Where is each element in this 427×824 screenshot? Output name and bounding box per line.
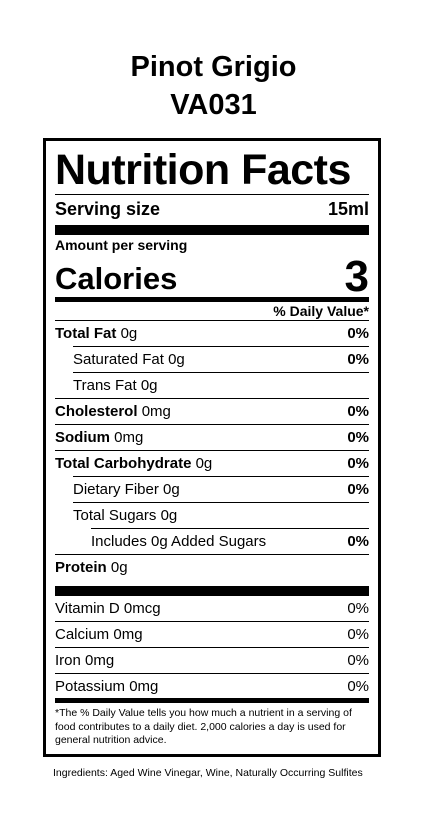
nutrition-facts-panel: Nutrition Facts Serving size 15ml Amount… <box>43 138 381 757</box>
nutrient-name: Total Fat <box>55 325 117 342</box>
nutrient-amount: 0g <box>140 377 158 394</box>
vitamin-row: Iron 0mg 0% <box>55 648 369 673</box>
nutrient-label: Protein 0g <box>55 555 128 580</box>
vitamin-row: Calcium 0mg 0% <box>55 622 369 647</box>
nutrient-row: Protein 0g <box>55 555 369 580</box>
nutrient-amount: 0g <box>168 351 185 368</box>
divider <box>55 424 369 425</box>
nutrient-amount: 0mg <box>141 403 171 420</box>
nutrient-name: Sodium <box>55 429 110 446</box>
nutrient-row: Total Fat 0g 0% <box>55 321 369 346</box>
nutrient-name: Cholesterol <box>55 403 138 420</box>
nutrient-label: Cholesterol 0mg <box>55 399 171 424</box>
nutrient-label: Includes 0g Added Sugars <box>91 529 266 554</box>
amount-per-serving: Amount per serving <box>55 237 188 253</box>
divider <box>55 450 369 451</box>
nutrient-amount: 0mg <box>114 429 144 446</box>
nutrient-name: Dietary Fiber <box>73 481 159 498</box>
vitamin-label: Potassium 0mg <box>55 674 158 699</box>
nutrient-label: Dietary Fiber 0g <box>73 477 180 502</box>
nutrient-row: Saturated Fat 0g 0% <box>55 347 369 372</box>
daily-value-footnote: *The % Daily Value tells you how much a … <box>55 707 352 746</box>
ingredients-statement: Ingredients: Aged Wine Vinegar, Wine, Na… <box>53 767 363 779</box>
nutrient-daily-value: 0% <box>347 533 369 550</box>
vitamin-daily-value: 0% <box>347 626 369 643</box>
nutrient-name: Total Carbohydrate <box>55 455 192 472</box>
medium-divider <box>55 698 369 703</box>
vitamin-label: Calcium 0mg <box>55 622 143 647</box>
daily-value-header: % Daily Value* <box>273 303 369 319</box>
divider <box>55 194 369 195</box>
product-code: VA031 <box>170 89 257 121</box>
nutrient-label: Trans Fat 0g <box>73 373 158 398</box>
nutrient-name: Total Sugars <box>73 507 157 524</box>
vitamin-daily-value: 0% <box>347 678 369 695</box>
nutrient-daily-value: 0% <box>347 455 369 472</box>
divider <box>55 398 369 399</box>
nutrient-label: Saturated Fat 0g <box>73 347 185 372</box>
vitamin-name: Calcium <box>55 626 110 643</box>
divider <box>73 476 369 477</box>
divider <box>73 346 369 347</box>
calories-row: Calories 3 <box>55 253 369 301</box>
vitamin-amount: 0mg <box>85 652 115 669</box>
product-name: Pinot Grigio <box>130 51 297 83</box>
nutrient-row: Total Carbohydrate 0g 0% <box>55 451 369 476</box>
medium-divider <box>55 297 369 302</box>
vitamin-row: Vitamin D 0mcg 0% <box>55 596 369 621</box>
divider <box>55 647 369 648</box>
nutrient-daily-value: 0% <box>347 403 369 420</box>
divider <box>91 528 369 529</box>
nutrient-daily-value: 0% <box>347 351 369 368</box>
nutrient-daily-value: 0% <box>347 429 369 446</box>
vitamin-daily-value: 0% <box>347 600 369 617</box>
nutrient-label: Total Fat 0g <box>55 321 137 346</box>
nutrient-amount: 0g <box>110 559 128 576</box>
nutrient-amount: 0g <box>160 507 178 524</box>
nutrient-amount: 0g <box>195 455 213 472</box>
vitamin-label: Iron 0mg <box>55 648 114 673</box>
vitamin-daily-value: 0% <box>347 652 369 669</box>
divider <box>73 372 369 373</box>
nutrient-row: Sodium 0mg 0% <box>55 425 369 450</box>
thick-divider <box>55 225 369 235</box>
nutrient-label: Sodium 0mg <box>55 425 143 450</box>
calories-label: Calories <box>55 261 178 296</box>
nutrient-row: Dietary Fiber 0g 0% <box>55 477 369 502</box>
vitamin-amount: 0mg <box>129 678 159 695</box>
vitamin-amount: 0mg <box>113 626 143 643</box>
nutrient-name: Trans Fat <box>73 377 137 394</box>
nutrient-amount: 0g <box>120 325 138 342</box>
vitamin-name: Iron <box>55 652 81 669</box>
nutrition-facts-heading: Nutrition Facts <box>55 146 351 194</box>
nutrient-row: Cholesterol 0mg 0% <box>55 399 369 424</box>
nutrient-name: Protein <box>55 559 107 576</box>
nutrient-label: Total Carbohydrate 0g <box>55 451 212 476</box>
nutrient-name: Saturated Fat <box>73 351 164 368</box>
vitamin-name: Vitamin D <box>55 600 120 617</box>
calories-value: 3 <box>344 252 369 301</box>
nutrient-daily-value: 0% <box>347 481 369 498</box>
vitamin-row: Potassium 0mg 0% <box>55 674 369 699</box>
divider <box>55 621 369 622</box>
vitamin-name: Potassium <box>55 678 126 695</box>
divider <box>73 502 369 503</box>
divider <box>55 595 369 596</box>
divider <box>55 554 369 555</box>
nutrient-name: Includes 0g Added Sugars <box>91 533 267 550</box>
nutrient-row: Total Sugars 0g <box>55 503 369 528</box>
nutrient-daily-value: 0% <box>347 325 369 342</box>
vitamin-amount: 0mcg <box>123 600 161 617</box>
divider <box>55 673 369 674</box>
nutrient-label: Total Sugars 0g <box>73 503 177 528</box>
divider <box>55 320 369 321</box>
serving-size-row: Serving size 15ml <box>55 195 369 223</box>
nutrient-row: Includes 0g Added Sugars 0% <box>55 529 369 554</box>
vitamin-label: Vitamin D 0mcg <box>55 596 161 621</box>
nutrient-amount: 0g <box>163 481 180 498</box>
serving-size-label: Serving size <box>55 199 161 219</box>
nutrient-row: Trans Fat 0g <box>55 373 369 398</box>
serving-size-value: 15ml <box>327 199 369 219</box>
thick-divider <box>55 586 369 596</box>
